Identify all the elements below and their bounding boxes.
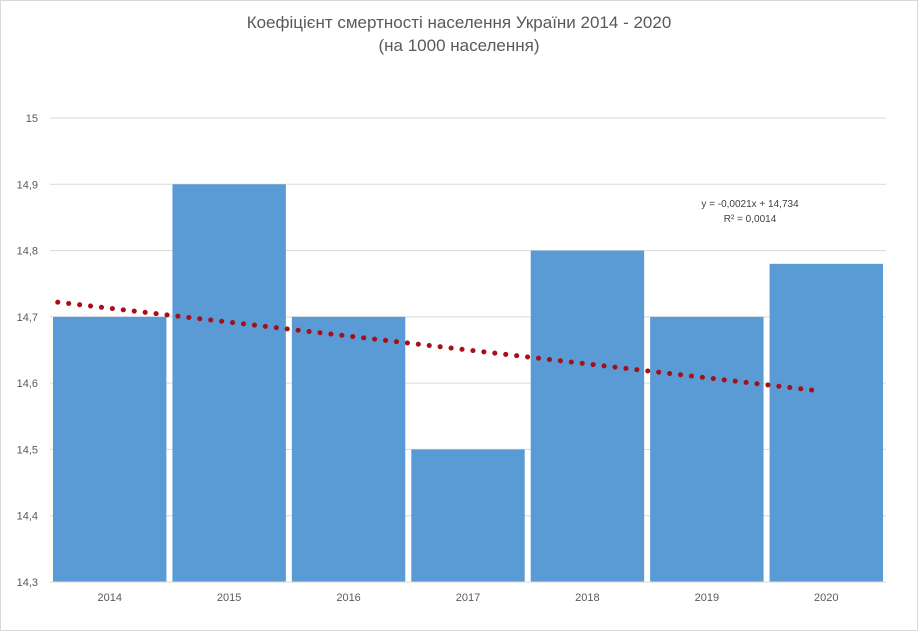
- y-tick-label: 14,5: [17, 444, 38, 456]
- bar-2018: [530, 250, 645, 583]
- trendline-equation: y = -0,0021x + 14,734: [701, 199, 799, 210]
- y-tick-label: 14,3: [17, 577, 38, 589]
- x-tick-label: 2017: [456, 592, 480, 604]
- trendline: [55, 299, 825, 394]
- y-tick-label: 14,9: [17, 179, 38, 191]
- bar-2020: [769, 263, 883, 582]
- bars: [53, 184, 883, 583]
- y-tick-label: 14,4: [17, 511, 38, 523]
- bar-2015: [172, 184, 286, 583]
- y-tick-label: 14,8: [17, 246, 38, 258]
- chart-subtitle: (на 1000 населення): [378, 36, 539, 55]
- y-tick-label: 15: [26, 113, 38, 125]
- y-tick-label: 14,6: [17, 378, 38, 390]
- chart-title: Коефіцієнт смертності населення України …: [247, 13, 672, 32]
- x-tick-label: 2020: [814, 592, 838, 604]
- bar-2016: [291, 316, 406, 582]
- x-tick-label: 2019: [695, 592, 719, 604]
- y-tick-label: 14,7: [17, 312, 38, 324]
- x-tick-label: 2014: [97, 592, 121, 604]
- y-axis: 14,3 14,4 14,5 14,6 14,7 14,8 14,9 15: [17, 113, 38, 589]
- x-tick-label: 2016: [336, 592, 360, 604]
- trendline-r-squared: R² = 0,0014: [724, 214, 777, 225]
- x-tick-label: 2015: [217, 592, 241, 604]
- x-axis: 2014 2015 2016 2017 2018 2019 2020: [50, 581, 886, 604]
- bar-2019: [650, 316, 764, 582]
- bar-2014: [53, 316, 167, 582]
- bar-2017: [411, 449, 525, 582]
- trendline-path: [55, 299, 825, 394]
- x-tick-label: 2018: [575, 592, 599, 604]
